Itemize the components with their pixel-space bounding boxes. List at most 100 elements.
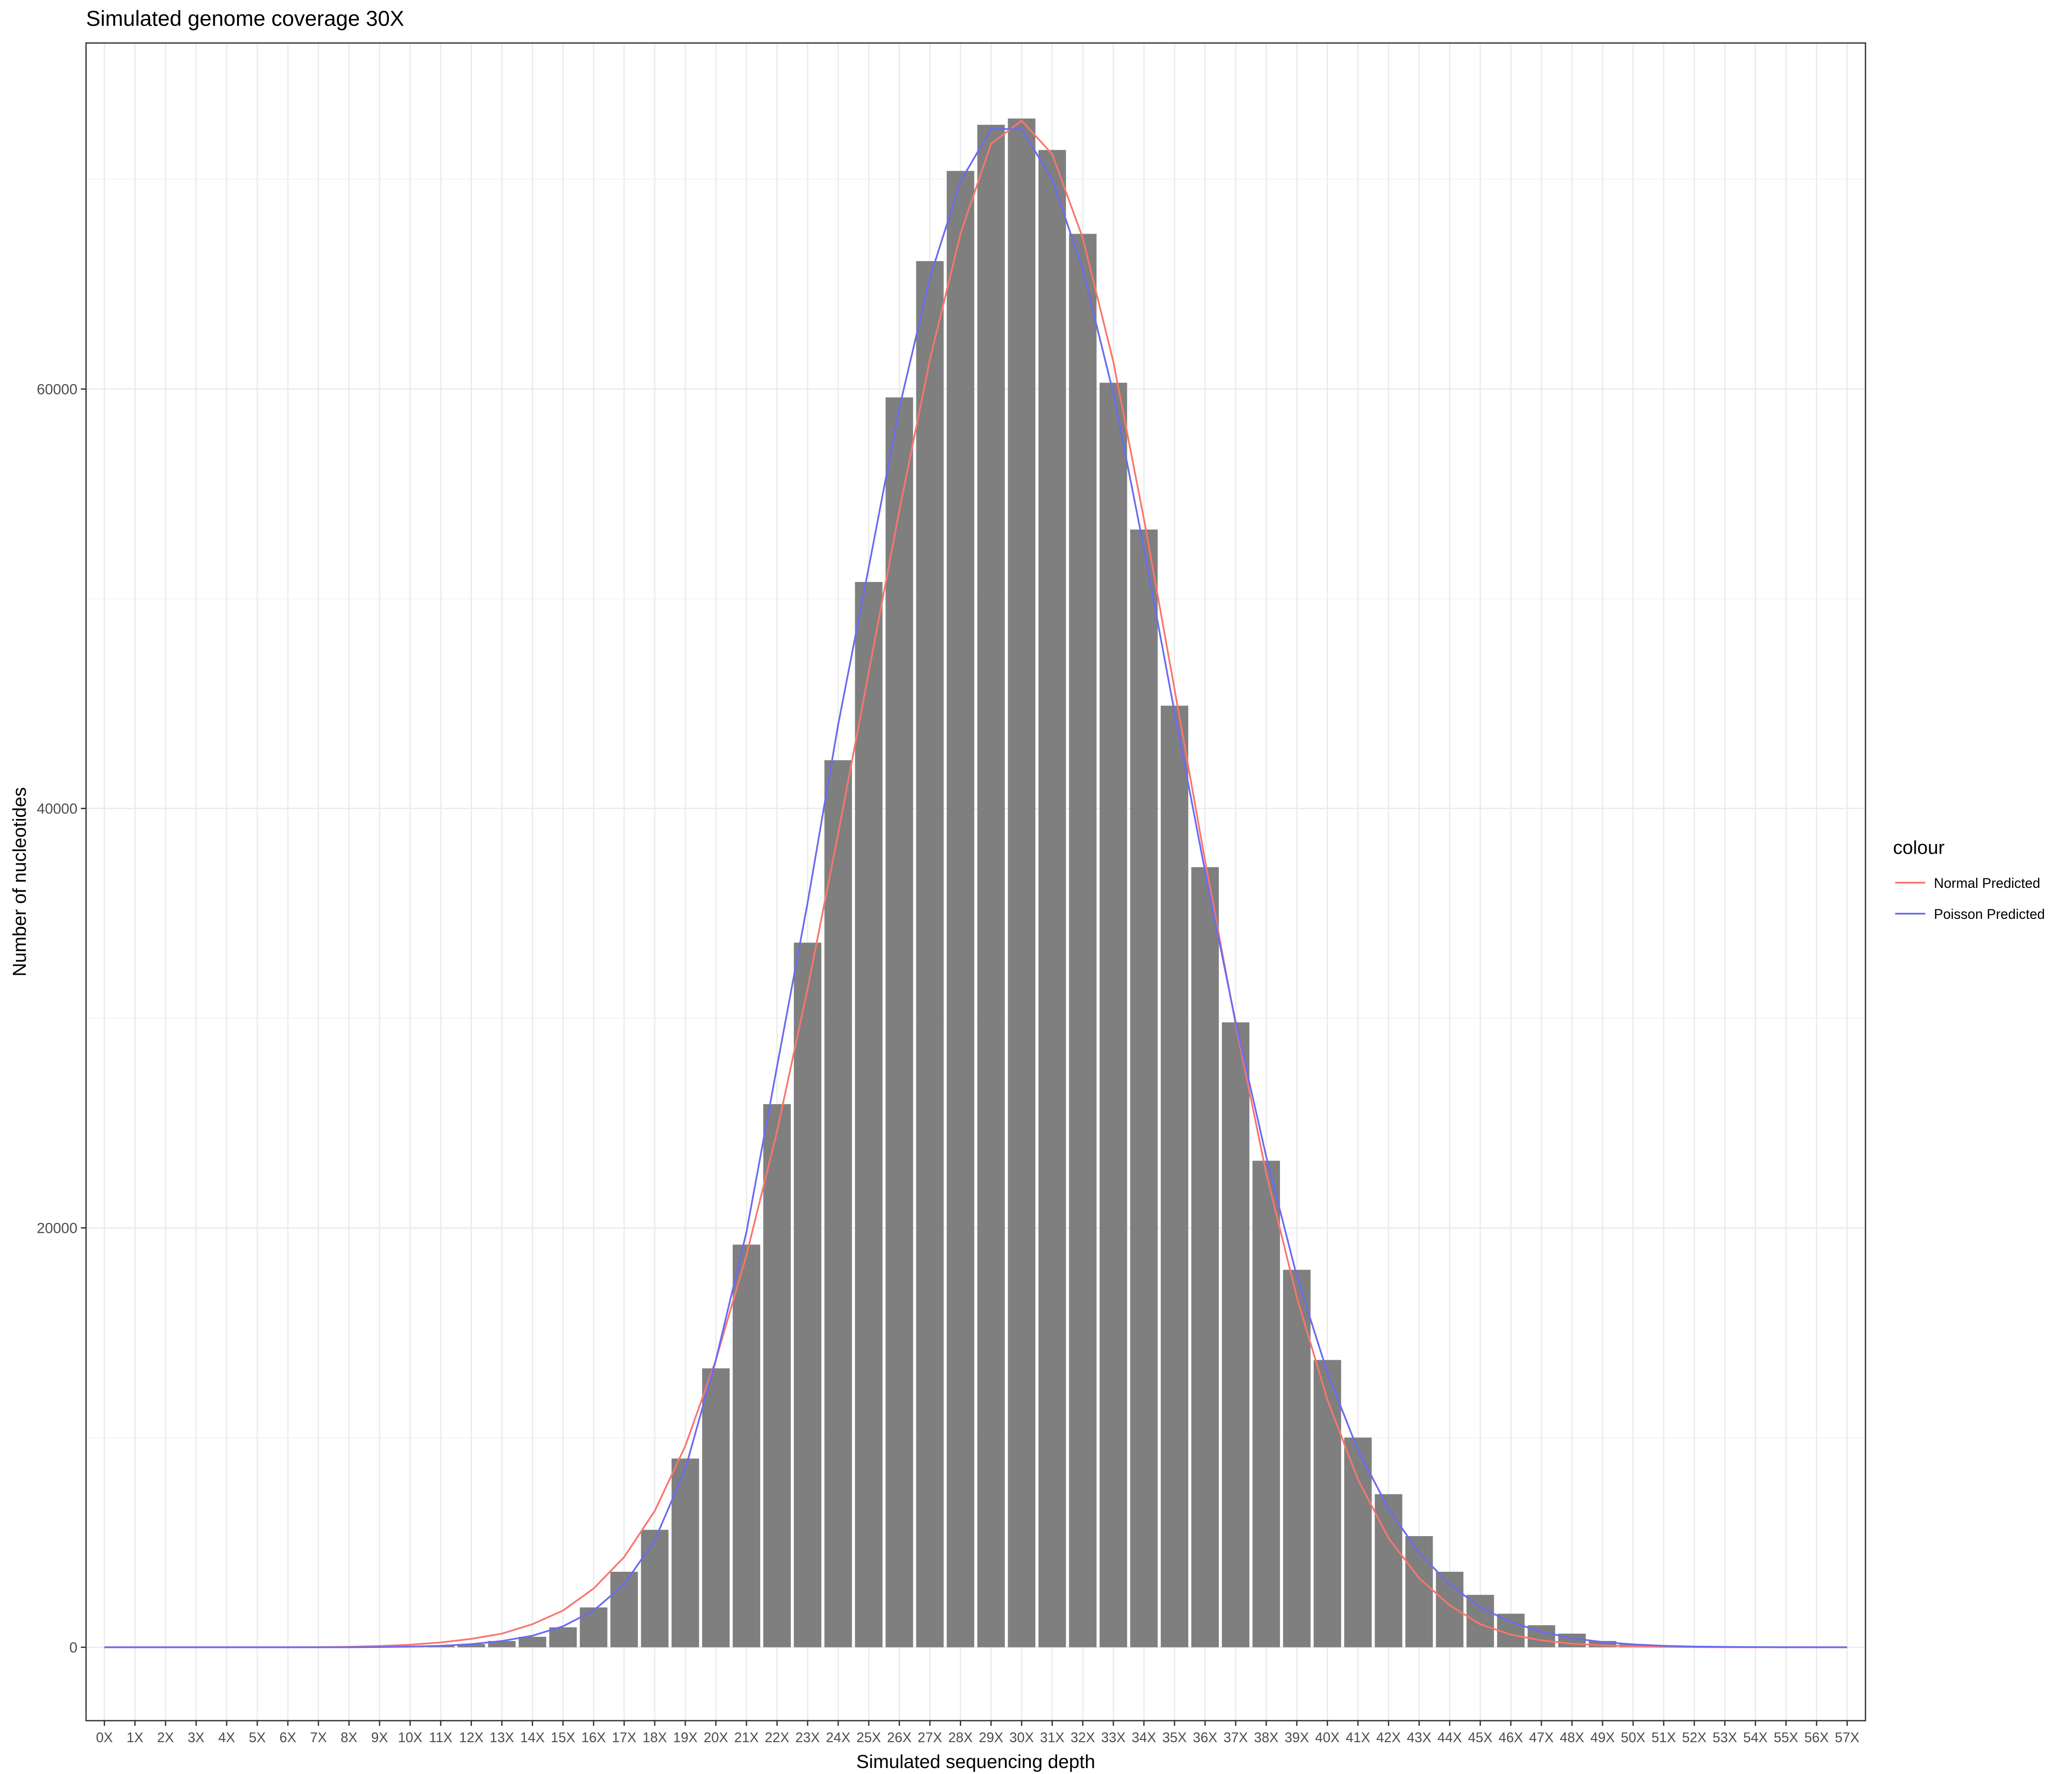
y-tick-label: 20000 (37, 1220, 77, 1236)
y-tick-label: 60000 (37, 381, 77, 397)
x-tick-label: 10X (398, 1730, 422, 1745)
bar (1160, 705, 1188, 1648)
bar (1497, 1614, 1525, 1648)
bar (916, 261, 944, 1648)
bar (702, 1368, 730, 1648)
bar (1222, 1022, 1250, 1648)
x-tick-label: 3X (188, 1730, 204, 1745)
x-axis-title: Simulated sequencing depth (856, 1751, 1095, 1772)
bar (1405, 1536, 1433, 1648)
bar (1191, 867, 1219, 1648)
x-tick-label: 29X (979, 1730, 1003, 1745)
x-tick-label: 21X (734, 1730, 759, 1745)
line-layer (104, 119, 1847, 1648)
bar (1008, 118, 1036, 1648)
x-tick-label: 38X (1254, 1730, 1279, 1745)
x-tick-label: 12X (459, 1730, 484, 1745)
legend-entries: Normal Predicted Poisson Predicted (1895, 875, 2045, 922)
bar (1069, 234, 1097, 1648)
x-tick-label: 16X (581, 1730, 606, 1745)
x-tick-label: 48X (1560, 1730, 1584, 1745)
bar (1466, 1595, 1494, 1648)
bar (947, 171, 974, 1648)
x-tick-label: 8X (341, 1730, 358, 1745)
bar (1344, 1437, 1372, 1648)
y-tick-label: 40000 (37, 801, 77, 817)
x-tick-label: 46X (1498, 1730, 1523, 1745)
bar (641, 1530, 669, 1648)
panel-border (85, 42, 1866, 1722)
x-tick-label: 17X (612, 1730, 636, 1745)
bar (1099, 382, 1127, 1648)
x-tick-label: 13X (490, 1730, 514, 1745)
x-tick-label: 24X (826, 1730, 851, 1745)
x-tick-label: 44X (1437, 1730, 1462, 1745)
x-tick-label: 4X (218, 1730, 235, 1745)
line-normal-predicted (104, 119, 1847, 1648)
bar (794, 942, 822, 1648)
legend: colour Normal Predicted Poisson Predicted (1893, 837, 2045, 922)
x-tick-label: 37X (1224, 1730, 1248, 1745)
bar (1038, 150, 1066, 1648)
x-tick-label: 23X (796, 1730, 820, 1745)
x-tick-label: 31X (1040, 1730, 1064, 1745)
x-tick-label: 51X (1652, 1730, 1676, 1745)
x-tick-label: 2X (157, 1730, 174, 1745)
y-axis-title: Number of nucleotides (9, 787, 30, 976)
x-tick-label: 26X (887, 1730, 912, 1745)
bar (549, 1627, 577, 1648)
x-tick-label: 52X (1682, 1730, 1707, 1745)
x-tick-label: 45X (1468, 1730, 1492, 1745)
bar (733, 1244, 760, 1648)
bar (763, 1104, 791, 1648)
bar (1252, 1161, 1280, 1648)
x-tick-label: 34X (1132, 1730, 1156, 1745)
bar (1283, 1269, 1311, 1648)
x-tick-label: 53X (1713, 1730, 1737, 1745)
bar (977, 125, 1005, 1648)
x-tick-label: 41X (1346, 1730, 1370, 1745)
bar (885, 397, 913, 1648)
bar (1436, 1571, 1464, 1648)
x-tick-label: 20X (703, 1730, 728, 1745)
x-tick-label: 14X (520, 1730, 545, 1745)
x-tick-label: 11X (429, 1730, 453, 1745)
x-tick-label: 7X (310, 1730, 327, 1745)
x-tick-label: 50X (1621, 1730, 1645, 1745)
x-tick-label: 40X (1315, 1730, 1340, 1745)
x-tick-label: 9X (371, 1730, 388, 1745)
bar (580, 1607, 607, 1648)
x-tick-label: 18X (642, 1730, 667, 1745)
x-tick-label: 5X (249, 1730, 265, 1745)
x-tick-label: 1X (126, 1730, 143, 1745)
x-tick-label: 39X (1285, 1730, 1309, 1745)
bar (855, 582, 883, 1648)
legend-title: colour (1893, 837, 1945, 858)
x-tick-label: 49X (1590, 1730, 1615, 1745)
y-axis: 0 20000 40000 60000 (37, 381, 86, 1656)
x-tick-label: 55X (1774, 1730, 1798, 1745)
x-axis: 0X 1X 2X 3X 4X 5X 6X 7X 8X 9X 10X 11X 12X 13X 14X 15X 16… (96, 1721, 1859, 1745)
x-tick-label: 42X (1376, 1730, 1401, 1745)
x-tick-label: 43X (1407, 1730, 1431, 1745)
x-tick-label: 56X (1804, 1730, 1829, 1745)
x-tick-label: 47X (1529, 1730, 1554, 1745)
x-tick-label: 27X (918, 1730, 942, 1745)
x-tick-label: 6X (279, 1730, 296, 1745)
x-tick-label: 22X (765, 1730, 789, 1745)
line-poisson-predicted (104, 128, 1847, 1648)
x-tick-label: 33X (1101, 1730, 1125, 1745)
x-tick-label: 54X (1743, 1730, 1768, 1745)
x-tick-label: 19X (673, 1730, 697, 1745)
y-tick-label: 0 (69, 1639, 77, 1656)
x-tick-label: 30X (1009, 1730, 1034, 1745)
bar (518, 1637, 546, 1648)
bar (671, 1458, 699, 1648)
x-tick-label: 25X (857, 1730, 881, 1745)
legend-label: Normal Predicted (1934, 875, 2040, 891)
bar (457, 1644, 485, 1648)
x-tick-label: 57X (1835, 1730, 1859, 1745)
bar (1130, 530, 1158, 1648)
bar (824, 760, 852, 1648)
